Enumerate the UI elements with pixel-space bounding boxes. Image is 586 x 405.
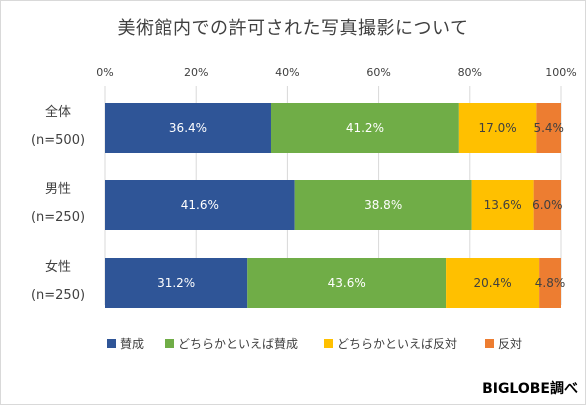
legend-label: 賛成 (120, 337, 144, 351)
legend-label: どちらかといえば反対 (337, 337, 457, 351)
x-tick-label: 20% (184, 66, 208, 79)
bar-segment (471, 180, 534, 230)
legend-label: どちらかといえば賛成 (178, 337, 298, 351)
data-label: 38.8% (364, 198, 402, 212)
legend-swatch (324, 339, 333, 348)
data-label: 4.8% (535, 276, 566, 290)
legend-label: 反対 (498, 337, 522, 351)
x-tick-label: 0% (96, 66, 113, 79)
category-sample-size: (n=250) (31, 288, 85, 303)
bar-segment (105, 258, 248, 308)
bar-segment (247, 258, 447, 308)
x-tick-label: 60% (366, 66, 390, 79)
bar-segment (539, 258, 561, 308)
category-label: 男性 (45, 182, 71, 197)
x-tick-label: 40% (275, 66, 299, 79)
chart-title: 美術館内での許可された写真撮影について (117, 18, 469, 39)
data-label: 41.2% (346, 121, 384, 135)
bar-segment (270, 103, 459, 153)
data-label: 36.4% (169, 121, 207, 135)
category-sample-size: (n=250) (31, 210, 85, 225)
x-tick-label: 100% (545, 66, 576, 79)
legend-swatch (165, 339, 174, 348)
data-label: 13.6% (484, 198, 522, 212)
data-label: 41.6% (181, 198, 219, 212)
bar-segment (105, 180, 295, 230)
data-label: 17.0% (479, 121, 517, 135)
bar-segment (105, 103, 271, 153)
category-label: 女性 (45, 259, 71, 275)
category-sample-size: (n=500) (31, 133, 85, 148)
data-label: 6.0% (532, 198, 563, 212)
bar-segment (446, 258, 540, 308)
legend-swatch (107, 339, 116, 348)
data-label: 5.4% (533, 121, 564, 135)
data-label: 20.4% (474, 276, 512, 290)
source-credit: BIGLOBE調べ (482, 381, 578, 397)
bar-segment (294, 180, 472, 230)
bar-segment (458, 103, 537, 153)
legend-swatch (485, 339, 494, 348)
data-label: 43.6% (328, 276, 366, 290)
data-label: 31.2% (157, 276, 195, 290)
x-tick-label: 80% (458, 66, 482, 79)
bar-segment (533, 180, 561, 230)
bar-segment (536, 103, 561, 153)
category-label: 全体 (45, 104, 71, 120)
